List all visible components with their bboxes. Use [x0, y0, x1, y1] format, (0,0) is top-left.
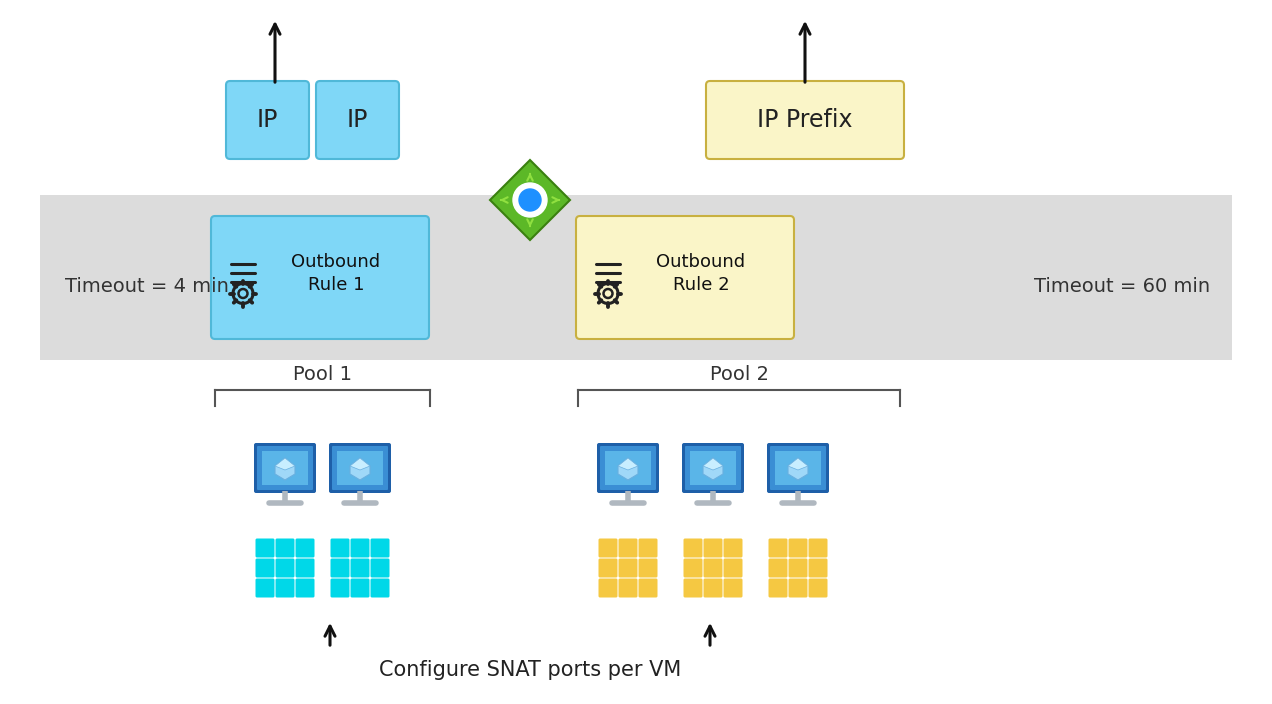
Polygon shape [703, 458, 722, 470]
FancyBboxPatch shape [703, 539, 722, 558]
FancyBboxPatch shape [276, 558, 295, 577]
Polygon shape [490, 160, 570, 240]
FancyBboxPatch shape [724, 558, 743, 577]
FancyBboxPatch shape [257, 446, 313, 490]
Text: Outbound
Rule 1: Outbound Rule 1 [291, 253, 380, 294]
FancyBboxPatch shape [605, 451, 651, 485]
FancyBboxPatch shape [597, 443, 659, 493]
Polygon shape [275, 458, 295, 470]
Polygon shape [350, 458, 370, 480]
FancyBboxPatch shape [683, 558, 702, 577]
FancyBboxPatch shape [768, 579, 787, 598]
FancyBboxPatch shape [276, 579, 295, 598]
FancyBboxPatch shape [599, 539, 617, 558]
FancyBboxPatch shape [770, 446, 826, 490]
FancyBboxPatch shape [331, 558, 350, 577]
FancyBboxPatch shape [639, 579, 658, 598]
Text: Configure SNAT ports per VM: Configure SNAT ports per VM [379, 660, 681, 680]
FancyBboxPatch shape [683, 579, 702, 598]
FancyBboxPatch shape [724, 539, 743, 558]
FancyBboxPatch shape [767, 443, 829, 493]
FancyBboxPatch shape [775, 451, 820, 485]
Polygon shape [618, 458, 639, 480]
FancyBboxPatch shape [682, 443, 744, 493]
FancyBboxPatch shape [295, 539, 314, 558]
FancyBboxPatch shape [351, 539, 369, 558]
Text: Timeout = 60 min: Timeout = 60 min [1034, 277, 1210, 296]
FancyBboxPatch shape [295, 579, 314, 598]
FancyBboxPatch shape [331, 539, 350, 558]
FancyBboxPatch shape [370, 579, 389, 598]
Polygon shape [703, 458, 722, 480]
FancyBboxPatch shape [599, 579, 617, 598]
FancyBboxPatch shape [351, 579, 369, 598]
FancyBboxPatch shape [256, 539, 275, 558]
FancyBboxPatch shape [39, 195, 1233, 360]
FancyBboxPatch shape [599, 558, 617, 577]
FancyBboxPatch shape [256, 558, 275, 577]
FancyBboxPatch shape [686, 446, 742, 490]
Circle shape [519, 189, 541, 211]
FancyBboxPatch shape [295, 558, 314, 577]
FancyBboxPatch shape [809, 558, 828, 577]
FancyBboxPatch shape [768, 558, 787, 577]
Text: Pool 1: Pool 1 [293, 365, 352, 384]
FancyBboxPatch shape [703, 558, 722, 577]
FancyBboxPatch shape [789, 539, 808, 558]
FancyBboxPatch shape [351, 558, 369, 577]
FancyBboxPatch shape [211, 216, 429, 339]
FancyBboxPatch shape [256, 579, 275, 598]
FancyBboxPatch shape [618, 579, 637, 598]
FancyBboxPatch shape [332, 446, 388, 490]
Text: Outbound
Rule 2: Outbound Rule 2 [656, 253, 745, 294]
FancyBboxPatch shape [809, 539, 828, 558]
FancyBboxPatch shape [703, 579, 722, 598]
FancyBboxPatch shape [683, 539, 702, 558]
FancyBboxPatch shape [226, 81, 309, 159]
FancyBboxPatch shape [618, 558, 637, 577]
FancyBboxPatch shape [254, 443, 315, 493]
Polygon shape [275, 458, 295, 480]
FancyBboxPatch shape [639, 558, 658, 577]
FancyBboxPatch shape [331, 579, 350, 598]
FancyBboxPatch shape [768, 539, 787, 558]
FancyBboxPatch shape [337, 451, 383, 485]
Polygon shape [787, 458, 808, 470]
Polygon shape [350, 458, 370, 470]
Polygon shape [787, 458, 808, 480]
Circle shape [513, 183, 547, 217]
FancyBboxPatch shape [789, 579, 808, 598]
FancyBboxPatch shape [315, 81, 399, 159]
Text: IP: IP [347, 108, 368, 132]
FancyBboxPatch shape [262, 451, 308, 485]
Polygon shape [618, 458, 639, 470]
FancyBboxPatch shape [789, 558, 808, 577]
FancyBboxPatch shape [276, 539, 295, 558]
Text: IP: IP [257, 108, 279, 132]
FancyBboxPatch shape [600, 446, 656, 490]
FancyBboxPatch shape [724, 579, 743, 598]
FancyBboxPatch shape [689, 451, 736, 485]
FancyBboxPatch shape [706, 81, 904, 159]
FancyBboxPatch shape [370, 539, 389, 558]
FancyBboxPatch shape [576, 216, 794, 339]
FancyBboxPatch shape [329, 443, 391, 493]
FancyBboxPatch shape [618, 539, 637, 558]
FancyBboxPatch shape [809, 579, 828, 598]
FancyBboxPatch shape [639, 539, 658, 558]
FancyBboxPatch shape [370, 558, 389, 577]
Text: Pool 2: Pool 2 [710, 365, 768, 384]
Text: IP Prefix: IP Prefix [757, 108, 852, 132]
Text: Timeout = 4 min: Timeout = 4 min [65, 277, 229, 296]
